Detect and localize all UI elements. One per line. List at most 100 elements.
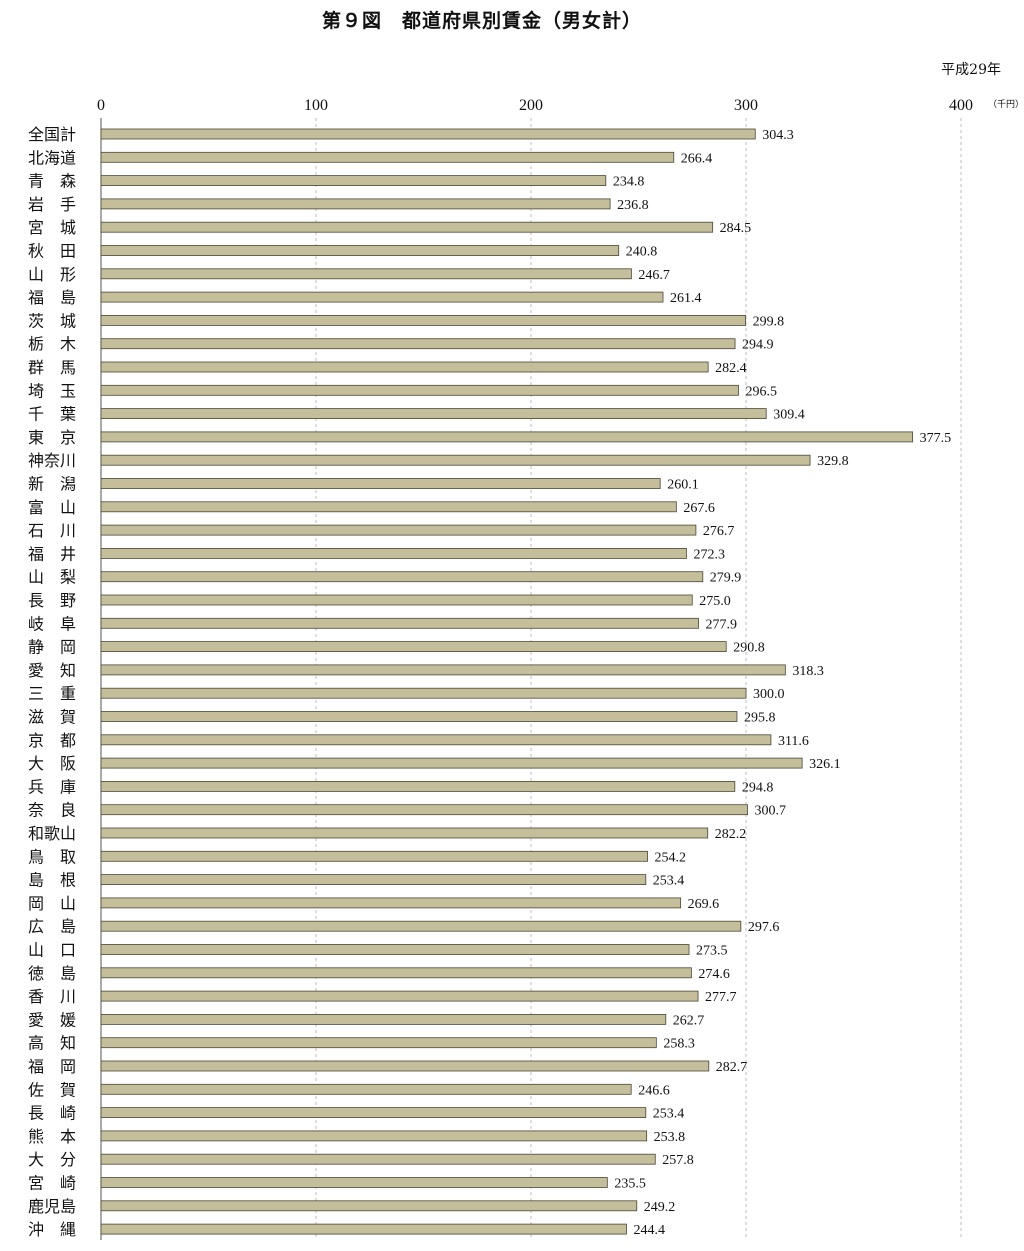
category-label: 静 岡 <box>28 638 76 657</box>
category-label: 群 馬 <box>28 358 76 377</box>
value-label: 267.6 <box>683 501 715 516</box>
category-label: 山 形 <box>28 265 76 284</box>
bar <box>100 571 704 583</box>
value-label: 282.7 <box>716 1060 748 1075</box>
category-label: 長 野 <box>28 591 76 610</box>
x-tick-label: 200 <box>519 97 543 114</box>
category-label: 栃 木 <box>28 335 76 354</box>
value-label: 257.8 <box>662 1153 694 1168</box>
bar <box>100 920 742 932</box>
value-label: 296.5 <box>745 384 777 399</box>
bar <box>100 781 736 792</box>
x-tick-label: 300 <box>734 97 758 114</box>
value-label: 299.8 <box>753 314 785 329</box>
category-label: 岐 阜 <box>28 614 76 633</box>
bar <box>100 1083 632 1095</box>
category-label: 岡 山 <box>28 894 76 913</box>
bar <box>100 594 693 606</box>
bar <box>100 897 682 909</box>
unit-label: （千円） <box>988 99 1024 110</box>
value-label: 244.4 <box>633 1223 665 1238</box>
value-label: 295.8 <box>744 711 776 726</box>
category-label: 香 川 <box>28 987 76 1006</box>
x-tick-label: 400 <box>949 97 973 114</box>
tick-layer: 0 100 200 300 400 <box>97 97 973 114</box>
bar <box>100 874 647 885</box>
category-label: 鳥 取 <box>28 847 76 866</box>
value-label: 258.3 <box>663 1037 695 1052</box>
category-label: 和歌山 <box>28 824 76 843</box>
value-label: 253.4 <box>653 1107 685 1122</box>
category-label: 佐 賀 <box>28 1080 76 1099</box>
category-label: 福 島 <box>28 288 76 307</box>
bar <box>100 990 699 1002</box>
value-label: 282.4 <box>715 361 747 376</box>
value-label: 275.0 <box>699 594 731 609</box>
value-label: 277.7 <box>705 990 737 1005</box>
category-label: 三 重 <box>28 684 76 703</box>
bar <box>100 431 914 443</box>
bar <box>100 291 664 303</box>
category-label: 千 葉 <box>28 405 76 424</box>
bar <box>100 454 811 466</box>
category-label: 広 島 <box>28 917 76 936</box>
bar <box>100 128 756 140</box>
bar <box>100 384 739 396</box>
value-label: 240.8 <box>626 245 658 260</box>
value-label: 282.2 <box>715 827 747 842</box>
value-label: 329.8 <box>817 454 849 469</box>
bar <box>100 478 661 489</box>
category-label: 京 都 <box>28 731 76 750</box>
grid-layer <box>100 118 962 1240</box>
category-label: 埼 玉 <box>28 381 76 400</box>
value-label: 249.2 <box>644 1200 676 1215</box>
category-label: 愛 知 <box>28 661 76 680</box>
bar <box>100 501 677 513</box>
value-label: 277.9 <box>705 617 737 632</box>
bar <box>100 151 675 163</box>
bar <box>100 711 738 722</box>
value-label: 273.5 <box>696 944 728 959</box>
category-label: 茨 城 <box>28 311 76 330</box>
value-label: 234.8 <box>613 175 645 190</box>
value-label: 284.5 <box>720 221 752 236</box>
bar <box>100 1130 648 1142</box>
category-label: 福 井 <box>28 544 76 563</box>
bar-layer <box>100 128 914 1235</box>
value-label: 279.9 <box>710 571 742 586</box>
bar <box>100 175 607 187</box>
bar <box>100 967 692 979</box>
category-label: 神奈川 <box>28 451 76 470</box>
category-label: 宮 崎 <box>28 1174 76 1193</box>
category-label: 徳 島 <box>28 964 76 983</box>
value-label: 253.8 <box>654 1130 686 1145</box>
bar <box>100 617 699 629</box>
bar <box>100 314 746 326</box>
category-label: 宮 城 <box>28 218 76 237</box>
bar <box>100 524 697 536</box>
x-tick-label: 100 <box>304 97 328 114</box>
category-label: 北海道 <box>28 148 76 167</box>
bar <box>100 1037 657 1049</box>
value-labels: 304.3 266.4 234.8 236.8 284.5 240.8 246.7261.4… <box>613 128 951 1238</box>
value-label: 294.8 <box>742 780 774 795</box>
category-label: 熊 本 <box>28 1127 76 1146</box>
bar <box>100 687 747 699</box>
category-label: 富 山 <box>28 498 76 517</box>
category-label: 東 京 <box>28 428 76 447</box>
value-label: 300.7 <box>755 804 787 819</box>
bar <box>100 1014 667 1025</box>
value-label: 274.6 <box>698 967 730 982</box>
bar <box>100 1060 710 1072</box>
category-label: 新 潟 <box>28 475 76 494</box>
value-label: 326.1 <box>809 757 841 772</box>
x-tick-label: 0 <box>97 97 105 114</box>
category-label: 山 梨 <box>28 568 76 587</box>
value-label: 246.7 <box>638 268 670 283</box>
value-label: 262.7 <box>673 1013 705 1028</box>
value-label: 297.6 <box>748 920 780 935</box>
category-label: 滋 賀 <box>28 708 76 727</box>
year-note: 平成29年 <box>941 62 1001 78</box>
category-label: 福 岡 <box>28 1057 76 1076</box>
